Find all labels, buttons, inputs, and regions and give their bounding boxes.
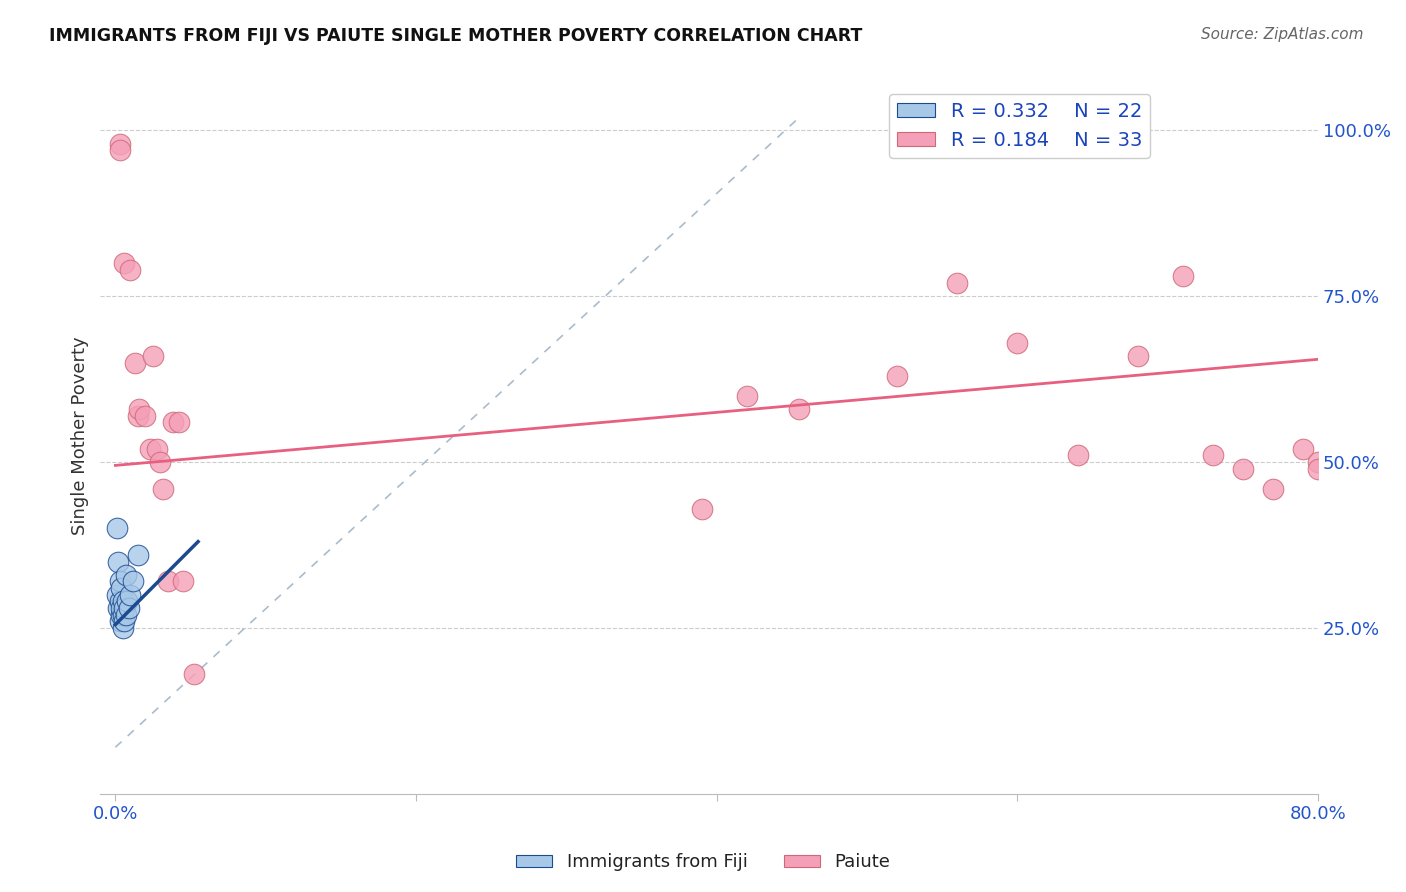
Point — [1007, 335, 1029, 350]
Point — [110, 601, 132, 615]
Point — [156, 574, 179, 589]
Point — [1261, 482, 1284, 496]
Point — [1308, 455, 1330, 469]
Point — [128, 402, 150, 417]
Point — [110, 607, 132, 622]
Legend: R = 0.332    N = 22, R = 0.184    N = 33: R = 0.332 N = 22, R = 0.184 N = 33 — [889, 95, 1150, 158]
Point — [120, 262, 142, 277]
Point — [139, 442, 162, 456]
Point — [111, 621, 134, 635]
Point — [105, 521, 128, 535]
Point — [105, 588, 128, 602]
Point — [112, 256, 135, 270]
Point — [108, 614, 131, 628]
Point — [690, 501, 713, 516]
Point — [134, 409, 156, 423]
Point — [111, 607, 134, 622]
Point — [115, 567, 138, 582]
Point — [152, 482, 174, 496]
Point — [107, 555, 129, 569]
Point — [110, 581, 132, 595]
Y-axis label: Single Mother Poverty: Single Mother Poverty — [72, 336, 89, 535]
Point — [1066, 449, 1088, 463]
Point — [118, 601, 141, 615]
Point — [735, 389, 758, 403]
Point — [1292, 442, 1315, 456]
Point — [167, 415, 190, 429]
Point — [183, 667, 205, 681]
Point — [142, 349, 165, 363]
Point — [108, 574, 131, 589]
Text: Source: ZipAtlas.com: Source: ZipAtlas.com — [1201, 27, 1364, 42]
Point — [162, 415, 184, 429]
Point — [1171, 269, 1194, 284]
Point — [122, 574, 145, 589]
Legend: Immigrants from Fiji, Paiute: Immigrants from Fiji, Paiute — [509, 847, 897, 879]
Point — [886, 368, 908, 383]
Point — [172, 574, 194, 589]
Point — [146, 442, 169, 456]
Point — [108, 594, 131, 608]
Point — [1308, 461, 1330, 475]
Point — [127, 409, 149, 423]
Point — [108, 144, 131, 158]
Point — [149, 455, 172, 469]
Point — [124, 356, 146, 370]
Point — [115, 607, 138, 622]
Point — [112, 601, 135, 615]
Point — [127, 548, 149, 562]
Point — [1202, 449, 1225, 463]
Point — [117, 594, 139, 608]
Point — [789, 402, 811, 417]
Point — [1232, 461, 1254, 475]
Point — [1126, 349, 1149, 363]
Point — [108, 136, 131, 151]
Text: IMMIGRANTS FROM FIJI VS PAIUTE SINGLE MOTHER POVERTY CORRELATION CHART: IMMIGRANTS FROM FIJI VS PAIUTE SINGLE MO… — [49, 27, 863, 45]
Point — [107, 601, 129, 615]
Point — [112, 614, 135, 628]
Point — [111, 594, 134, 608]
Point — [946, 276, 969, 290]
Point — [120, 588, 142, 602]
